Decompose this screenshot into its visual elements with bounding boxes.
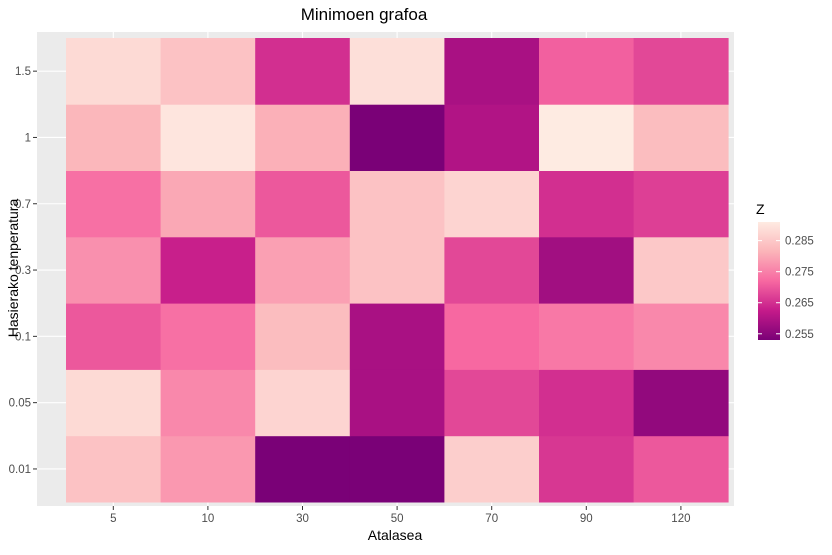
heatmap-cell: [255, 104, 351, 171]
heatmap-cell: [349, 435, 445, 503]
heatmap-cell: [255, 369, 351, 437]
heatmap-cell: [160, 303, 256, 370]
heatmap-cell: [255, 38, 351, 105]
heatmap-cell: [633, 170, 729, 238]
heatmap-cell: [633, 38, 729, 105]
heatmap-cell: [255, 303, 351, 370]
heatmap-cell: [633, 236, 729, 304]
heatmap-cell: [349, 236, 445, 304]
heatmap-cell: [160, 104, 256, 171]
heatmap-cell: [255, 236, 351, 304]
heatmap-cell: [539, 369, 634, 437]
y-tick-label: 0.05: [9, 398, 31, 410]
legend-tick-label: 0.285: [785, 236, 814, 248]
heatmap-cell: [349, 303, 445, 370]
heatmap-cell: [539, 435, 634, 503]
x-axis-ticks: 5 10 30 50 70 90 120: [110, 506, 690, 525]
heatmap-cell: [255, 435, 351, 503]
heatmap-cell: [444, 236, 540, 304]
y-tick-label: 0.1: [15, 331, 31, 343]
heatmap-cell: [66, 38, 161, 105]
heatmap-cell: [66, 236, 161, 304]
heatmap-cell: [539, 170, 634, 238]
heatmap-cell: [633, 104, 729, 171]
heatmap-cell: [539, 303, 634, 370]
y-axis-ticks: 0.01 0.05 0.1 0.3 0.7 1 1.5: [9, 66, 37, 476]
y-tick-label: 1.5: [15, 66, 31, 78]
heatmap-cell: [444, 435, 540, 503]
x-tick-label: 70: [485, 513, 498, 525]
legend-tick-label: 0.265: [785, 298, 814, 310]
x-tick-label: 30: [296, 513, 309, 525]
heatmap-cell: [444, 38, 540, 105]
legend-colorbar: [758, 222, 780, 340]
heatmap-cell: [66, 170, 161, 238]
y-tick-label: 0.7: [15, 199, 31, 211]
x-tick-label: 90: [580, 513, 593, 525]
y-tick-label: 0.3: [15, 265, 31, 277]
heatmap-cell: [349, 170, 445, 238]
x-tick-label: 5: [110, 513, 116, 525]
heatmap-cell: [633, 303, 729, 370]
x-tick-label: 10: [202, 513, 215, 525]
heatmap-cell: [444, 170, 540, 238]
x-axis-title: Atalasea: [368, 527, 423, 543]
heatmap-cell: [66, 435, 161, 503]
x-tick-label: 120: [671, 513, 690, 525]
legend-ticks: 0.285 0.275 0.265 0.255: [758, 236, 814, 341]
legend-tick-label: 0.255: [785, 329, 814, 341]
heatmap-cell: [349, 369, 445, 437]
heatmap-cell: [160, 435, 256, 503]
heatmap-cell: [160, 369, 256, 437]
heatmap-cells: [66, 38, 729, 503]
heatmap-cell: [633, 369, 729, 437]
heatmap-cell: [444, 303, 540, 370]
legend-title: Z: [756, 201, 765, 217]
heatmap-cell: [160, 170, 256, 238]
heatmap-cell: [66, 303, 161, 370]
heatmap-cell: [255, 170, 351, 238]
heatmap-cell: [349, 38, 445, 105]
heatmap-cell: [539, 38, 634, 105]
legend-tick-label: 0.275: [785, 267, 814, 279]
legend: Z 0.285 0.275 0.265 0.255: [756, 201, 814, 341]
heatmap-cell: [444, 104, 540, 171]
chart-title: Minimoen grafoa: [301, 5, 428, 24]
y-tick-label: 0.01: [9, 464, 31, 476]
x-tick-label: 50: [391, 513, 404, 525]
heatmap-cell: [539, 104, 634, 171]
y-axis-title: Hasierako tenperatura: [5, 199, 21, 338]
heatmap-cell: [444, 369, 540, 437]
heatmap-cell: [66, 369, 161, 437]
y-tick-label: 1: [25, 132, 31, 144]
heatmap-cell: [349, 104, 445, 171]
heatmap-cell: [160, 38, 256, 105]
heatmap-cell: [160, 236, 256, 304]
heatmap-cell: [539, 236, 634, 304]
heatmap-cell: [633, 435, 729, 503]
heatmap-cell: [66, 104, 161, 171]
